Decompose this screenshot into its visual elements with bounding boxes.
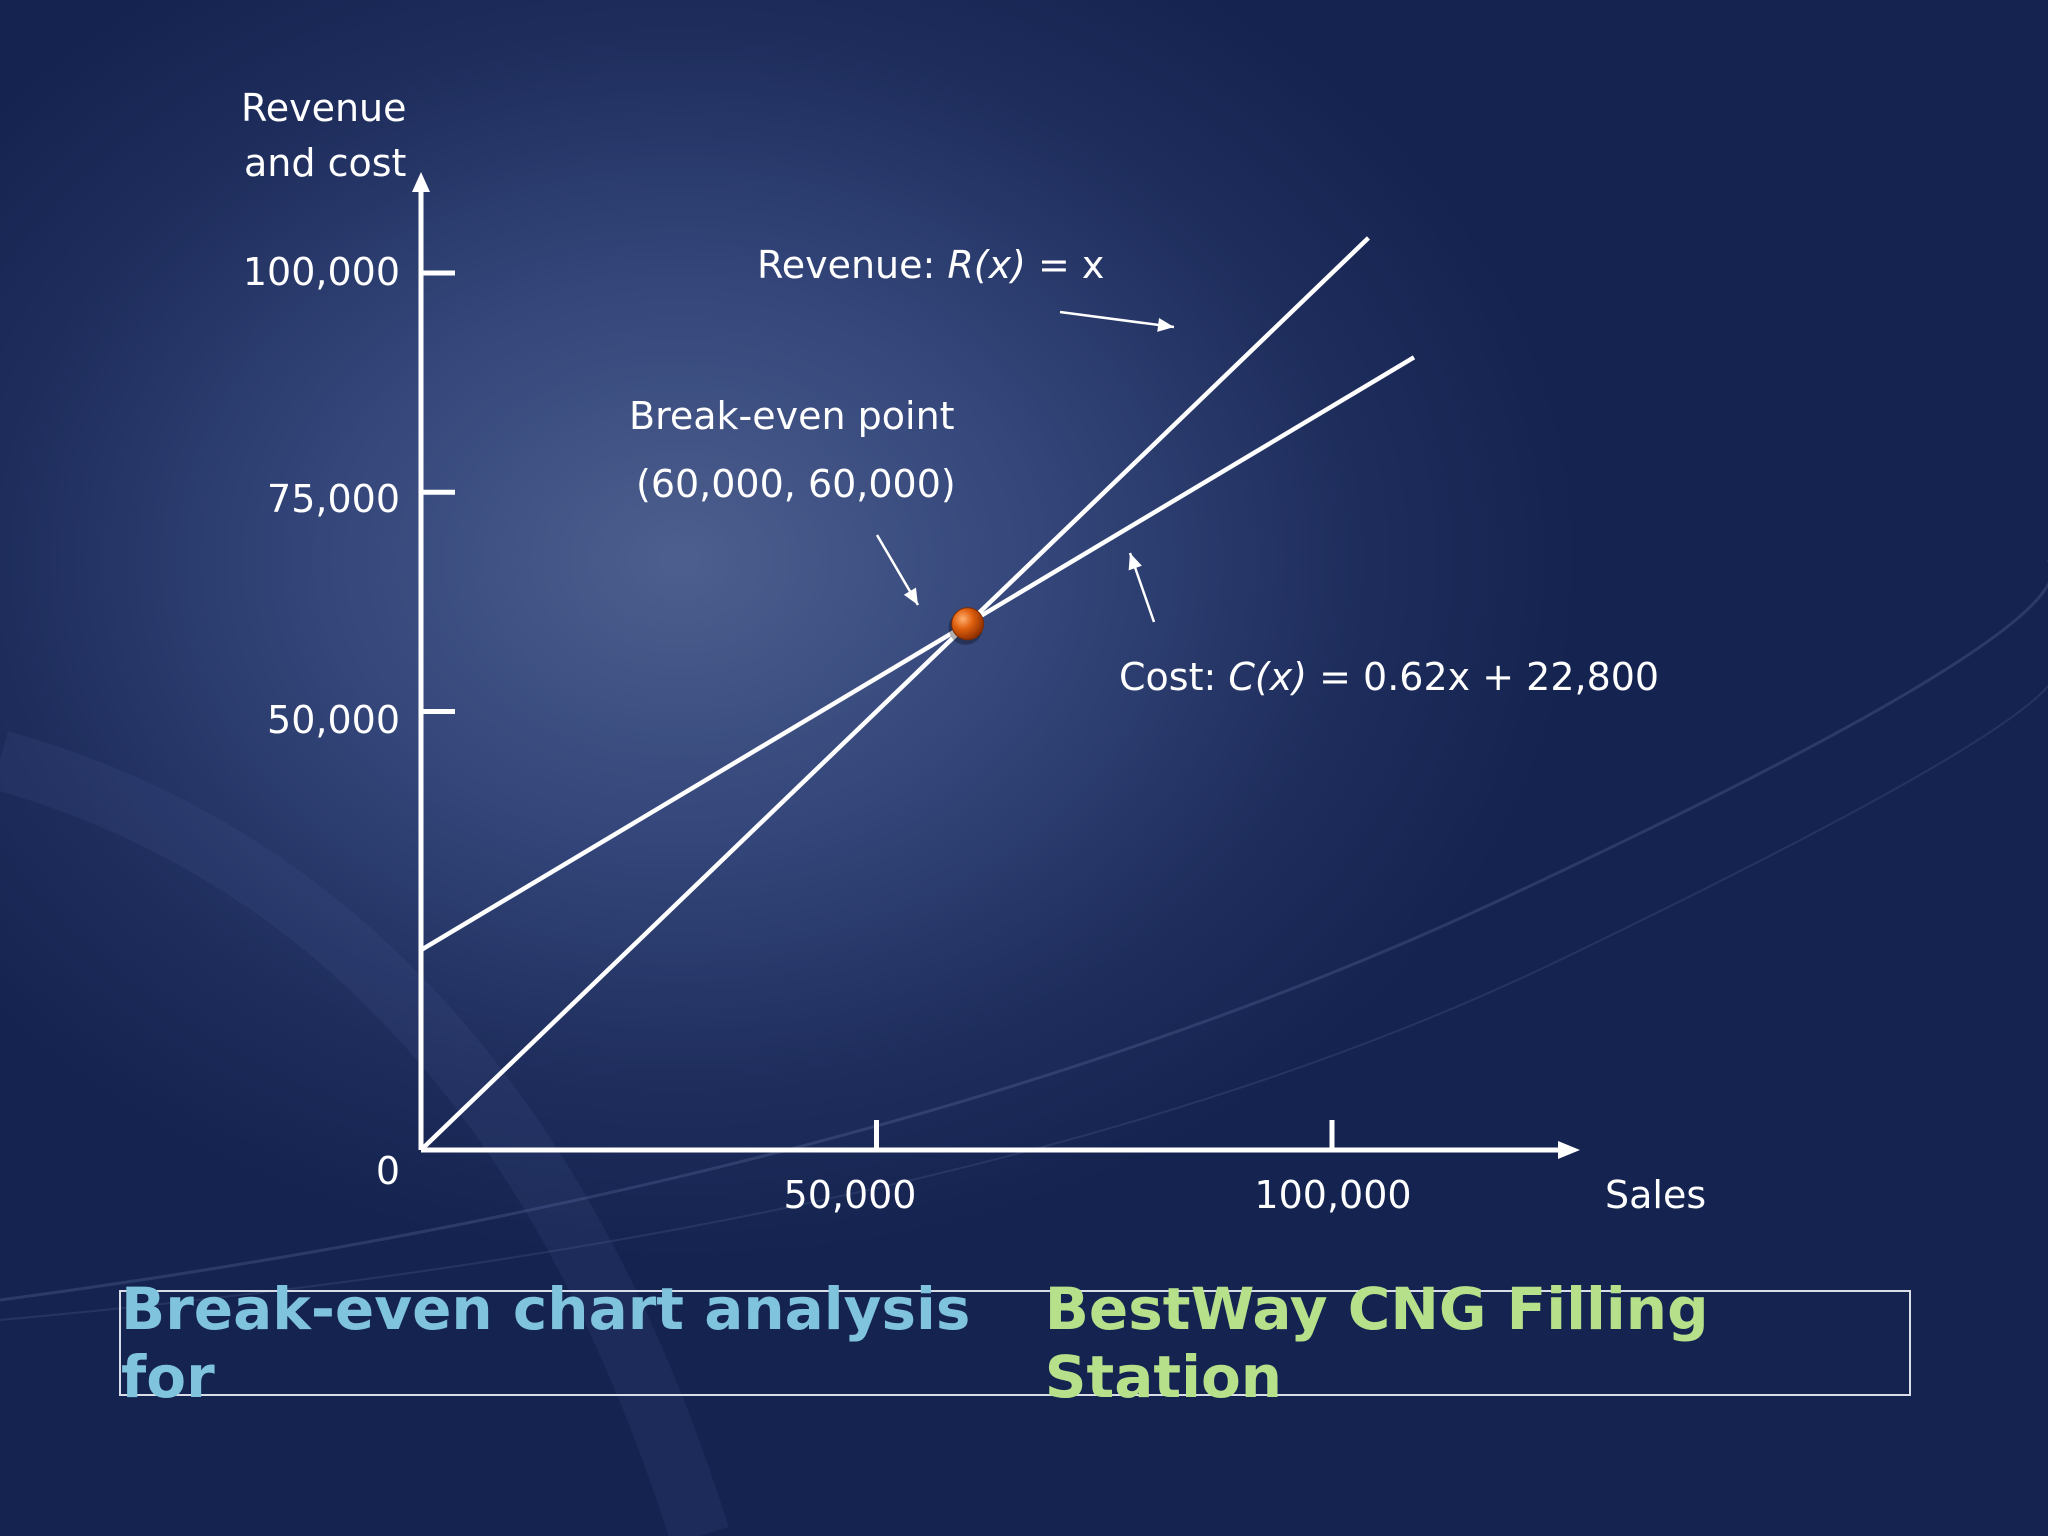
marker-layer [948, 607, 985, 645]
x-axis-title: Sales [1605, 1173, 1707, 1217]
cost-series-label: Cost: C(x) = 0.62x + 22,800 [1119, 655, 1659, 699]
break-even-label: Break-even point [629, 394, 955, 438]
revenue-label-func: R(x) [947, 243, 1026, 287]
x-tick-label: 100,000 [1254, 1173, 1412, 1217]
y-axis-title-line1: Revenue [241, 86, 407, 130]
y-tick-label: 50,000 [267, 698, 400, 742]
cost-label-func: C(x) [1228, 655, 1308, 699]
cost-line [419, 355, 1416, 952]
revenue-label-arrow-head [1157, 317, 1174, 332]
chart-caption-box: Break-even chart analysis for BestWay CN… [119, 1275, 1911, 1411]
caption-part2: BestWay CNG Filling Station [1044, 1275, 1709, 1411]
x-axis-arrowhead [1558, 1141, 1580, 1159]
series-lines [419, 236, 1416, 1152]
revenue-label-arrow-shaft [1059, 310, 1175, 329]
background-swooshes [0, 560, 2048, 1536]
revenue-series-label: Revenue: R(x) = x [757, 243, 1104, 287]
annotation-arrows [875, 310, 1175, 623]
cost-label-prefix: Cost: [1119, 655, 1229, 699]
y-axis-arrowhead [412, 172, 430, 192]
y-tick-label: 75,000 [267, 477, 400, 521]
cost-label-suffix: = 0.62x + 22,800 [1307, 655, 1660, 699]
break-even-label-arrow [875, 534, 920, 606]
y-tick-label: 0 [375, 1149, 400, 1193]
break-even-marker [951, 607, 985, 641]
break-even-label-arrow-head [903, 587, 918, 605]
revenue-line [419, 236, 1371, 1152]
revenue-label-suffix: = x [1025, 243, 1105, 287]
axes [412, 172, 1580, 1159]
caption-part1: Break-even chart analysis for [121, 1275, 971, 1411]
x-tick-label: 50,000 [783, 1173, 917, 1217]
y-axis-title-line2: and cost [244, 141, 407, 185]
cost-label-arrow [1128, 552, 1156, 623]
revenue-label-prefix: Revenue: [757, 243, 948, 287]
break-even-coords-label: (60,000, 60,000) [636, 462, 956, 506]
revenue-label-arrow [1059, 310, 1175, 332]
y-tick-label: 100,000 [242, 250, 400, 294]
cost-label-arrow-head [1128, 553, 1142, 571]
